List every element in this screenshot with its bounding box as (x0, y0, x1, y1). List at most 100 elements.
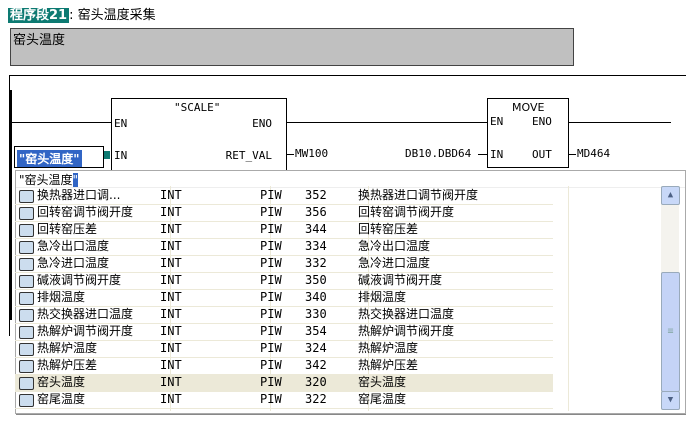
symbol-addr: 356 (305, 205, 327, 219)
in-operand-text: "窑头温度" (17, 150, 82, 167)
symbol-list-item[interactable]: 窑头温度 INT PIW 320 窑头温度 (15, 374, 553, 392)
symbol-area: PIW (260, 324, 282, 338)
network-comment[interactable]: 窑头温度 (10, 28, 574, 66)
network-title: 程序段21: 窑头温度采集 (8, 4, 156, 23)
symbol-addr: 330 (305, 307, 327, 321)
symbol-type: INT (160, 307, 182, 321)
column-divider (568, 186, 569, 411)
symbol-addr: 334 (305, 239, 327, 253)
column-divider (270, 186, 271, 411)
symbol-type: INT (160, 239, 182, 253)
symbol-area: PIW (260, 392, 282, 406)
eno-pin: ENO (532, 115, 552, 128)
symbol-name: 回转窑调节阀开度 (37, 205, 134, 219)
symbol-type: INT (160, 392, 182, 406)
symbol-list-item[interactable]: 换热器进口调... INT PIW 352 换热器进口调节阀开度 (15, 187, 553, 205)
symbol-comment: 热解炉压差 (358, 358, 419, 372)
io-symbol-icon (19, 326, 34, 339)
io-symbol-icon (19, 360, 34, 373)
io-symbol-icon (19, 258, 34, 271)
move-in-operand[interactable]: DB10.DBD64 (405, 147, 472, 160)
symbol-name: 碱液调节阀开度 (37, 273, 122, 287)
block-name: "SCALE" (174, 101, 221, 114)
symbol-list-item[interactable]: 热交换器进口温度 INT PIW 330 热交换器进口温度 (15, 306, 553, 324)
symbol-type: INT (160, 324, 182, 338)
symbol-addr: 324 (305, 341, 327, 355)
column-divider (170, 186, 171, 411)
rung-line (10, 122, 111, 123)
move-block[interactable]: MOVE EN ENO IN OUT (487, 98, 569, 168)
typed-text: "窑头温度 (19, 173, 73, 187)
symbol-comment: 碱液调节阀开度 (358, 273, 443, 287)
symbol-autocomplete-list[interactable]: "窑头温度" (15, 170, 686, 414)
symbol-type: INT (160, 222, 182, 236)
symbol-list-item[interactable]: 碱液调节阀开度 INT PIW 350 碱液调节阀开度 (15, 272, 553, 290)
symbol-comment: 热交换器进口温度 (358, 307, 455, 321)
power-rail (10, 90, 12, 320)
in-pin: IN (490, 148, 504, 161)
move-out-operand[interactable]: MD464 (577, 147, 611, 160)
symbol-type: INT (160, 205, 182, 219)
symbol-area: PIW (260, 188, 282, 202)
symbol-name: 热交换器进口温度 (37, 307, 134, 321)
io-symbol-icon (19, 309, 34, 322)
symbol-list-item[interactable]: 热解炉调节阀开度 INT PIW 354 热解炉调节阀开度 (15, 323, 553, 341)
symbol-name: 热解炉压差 (37, 358, 98, 372)
block-name: MOVE (512, 101, 545, 114)
autocomplete-input[interactable]: "窑头温度" (16, 171, 685, 188)
symbol-type: INT (160, 375, 182, 389)
pin-line (478, 154, 487, 155)
symbol-comment: 排烟温度 (358, 290, 407, 304)
in-operand-input[interactable]: "窑头温度" (14, 146, 104, 168)
symbol-comment: 急冷出口温度 (358, 239, 431, 253)
symbol-addr: 332 (305, 256, 327, 270)
symbol-name: 窑头温度 (37, 375, 86, 389)
symbol-type: INT (160, 273, 182, 287)
network-title-text[interactable]: : 窑头温度采集 (69, 8, 156, 23)
scroll-down-icon[interactable]: ▼ (661, 391, 680, 410)
scrollbar-thumb[interactable]: ≡ (661, 272, 680, 392)
symbol-area: PIW (260, 341, 282, 355)
ret-val-pin: RET_VAL (225, 149, 272, 162)
ret-val-operand[interactable]: MW100 (295, 147, 329, 160)
symbol-list-item[interactable]: 热解炉温度 INT PIW 324 热解炉温度 (15, 340, 553, 358)
symbol-list-item[interactable]: 热解炉压差 INT PIW 342 热解炉压差 (15, 357, 553, 375)
symbol-addr: 322 (305, 392, 327, 406)
in-pin: IN (114, 149, 128, 162)
symbol-name: 窑尾温度 (37, 392, 86, 406)
symbol-list-item[interactable]: 回转窑压差 INT PIW 344 回转窑压差 (15, 221, 553, 239)
symbol-list-item[interactable]: 窑尾温度 INT PIW 322 窑尾温度 (15, 391, 553, 409)
symbol-addr: 352 (305, 188, 327, 202)
symbol-list-item[interactable]: 排烟温度 INT PIW 340 排烟温度 (15, 289, 553, 307)
io-symbol-icon (19, 292, 34, 305)
symbol-area: PIW (260, 358, 282, 372)
symbol-comment: 回转窑调节阀开度 (358, 205, 455, 219)
symbol-area: PIW (260, 205, 282, 219)
symbol-name: 热解炉温度 (37, 341, 98, 355)
en-pin: EN (114, 117, 128, 130)
io-symbol-icon (19, 394, 34, 407)
symbol-area: PIW (260, 375, 282, 389)
text-cursor: " (72, 173, 79, 187)
io-symbol-icon (19, 224, 34, 237)
network-number[interactable]: 程序段21 (8, 8, 70, 23)
symbol-list-item[interactable]: 急冷出口温度 INT PIW 334 急冷出口温度 (15, 238, 553, 256)
symbol-addr: 350 (305, 273, 327, 287)
symbol-list-item[interactable]: 回转窑调节阀开度 INT PIW 356 回转窑调节阀开度 (15, 204, 553, 222)
symbol-area: PIW (260, 307, 282, 321)
symbol-type: INT (160, 256, 182, 270)
symbol-area: PIW (260, 273, 282, 287)
io-symbol-icon (19, 275, 34, 288)
scrollbar[interactable]: ▲ ≡ ▼ (661, 186, 680, 410)
symbol-name: 排烟温度 (37, 290, 86, 304)
symbol-area: PIW (260, 256, 282, 270)
symbol-comment: 回转窑压差 (358, 222, 419, 236)
symbol-name: 换热器进口调... (37, 188, 121, 202)
scroll-up-icon[interactable]: ▲ (661, 186, 680, 205)
symbol-comment: 急冷进口温度 (358, 256, 431, 270)
symbol-list-item[interactable]: 急冷进口温度 INT PIW 332 急冷进口温度 (15, 255, 553, 273)
pin-line (286, 154, 294, 155)
symbol-area: PIW (260, 239, 282, 253)
symbol-addr: 354 (305, 324, 327, 338)
network-area (9, 75, 686, 336)
